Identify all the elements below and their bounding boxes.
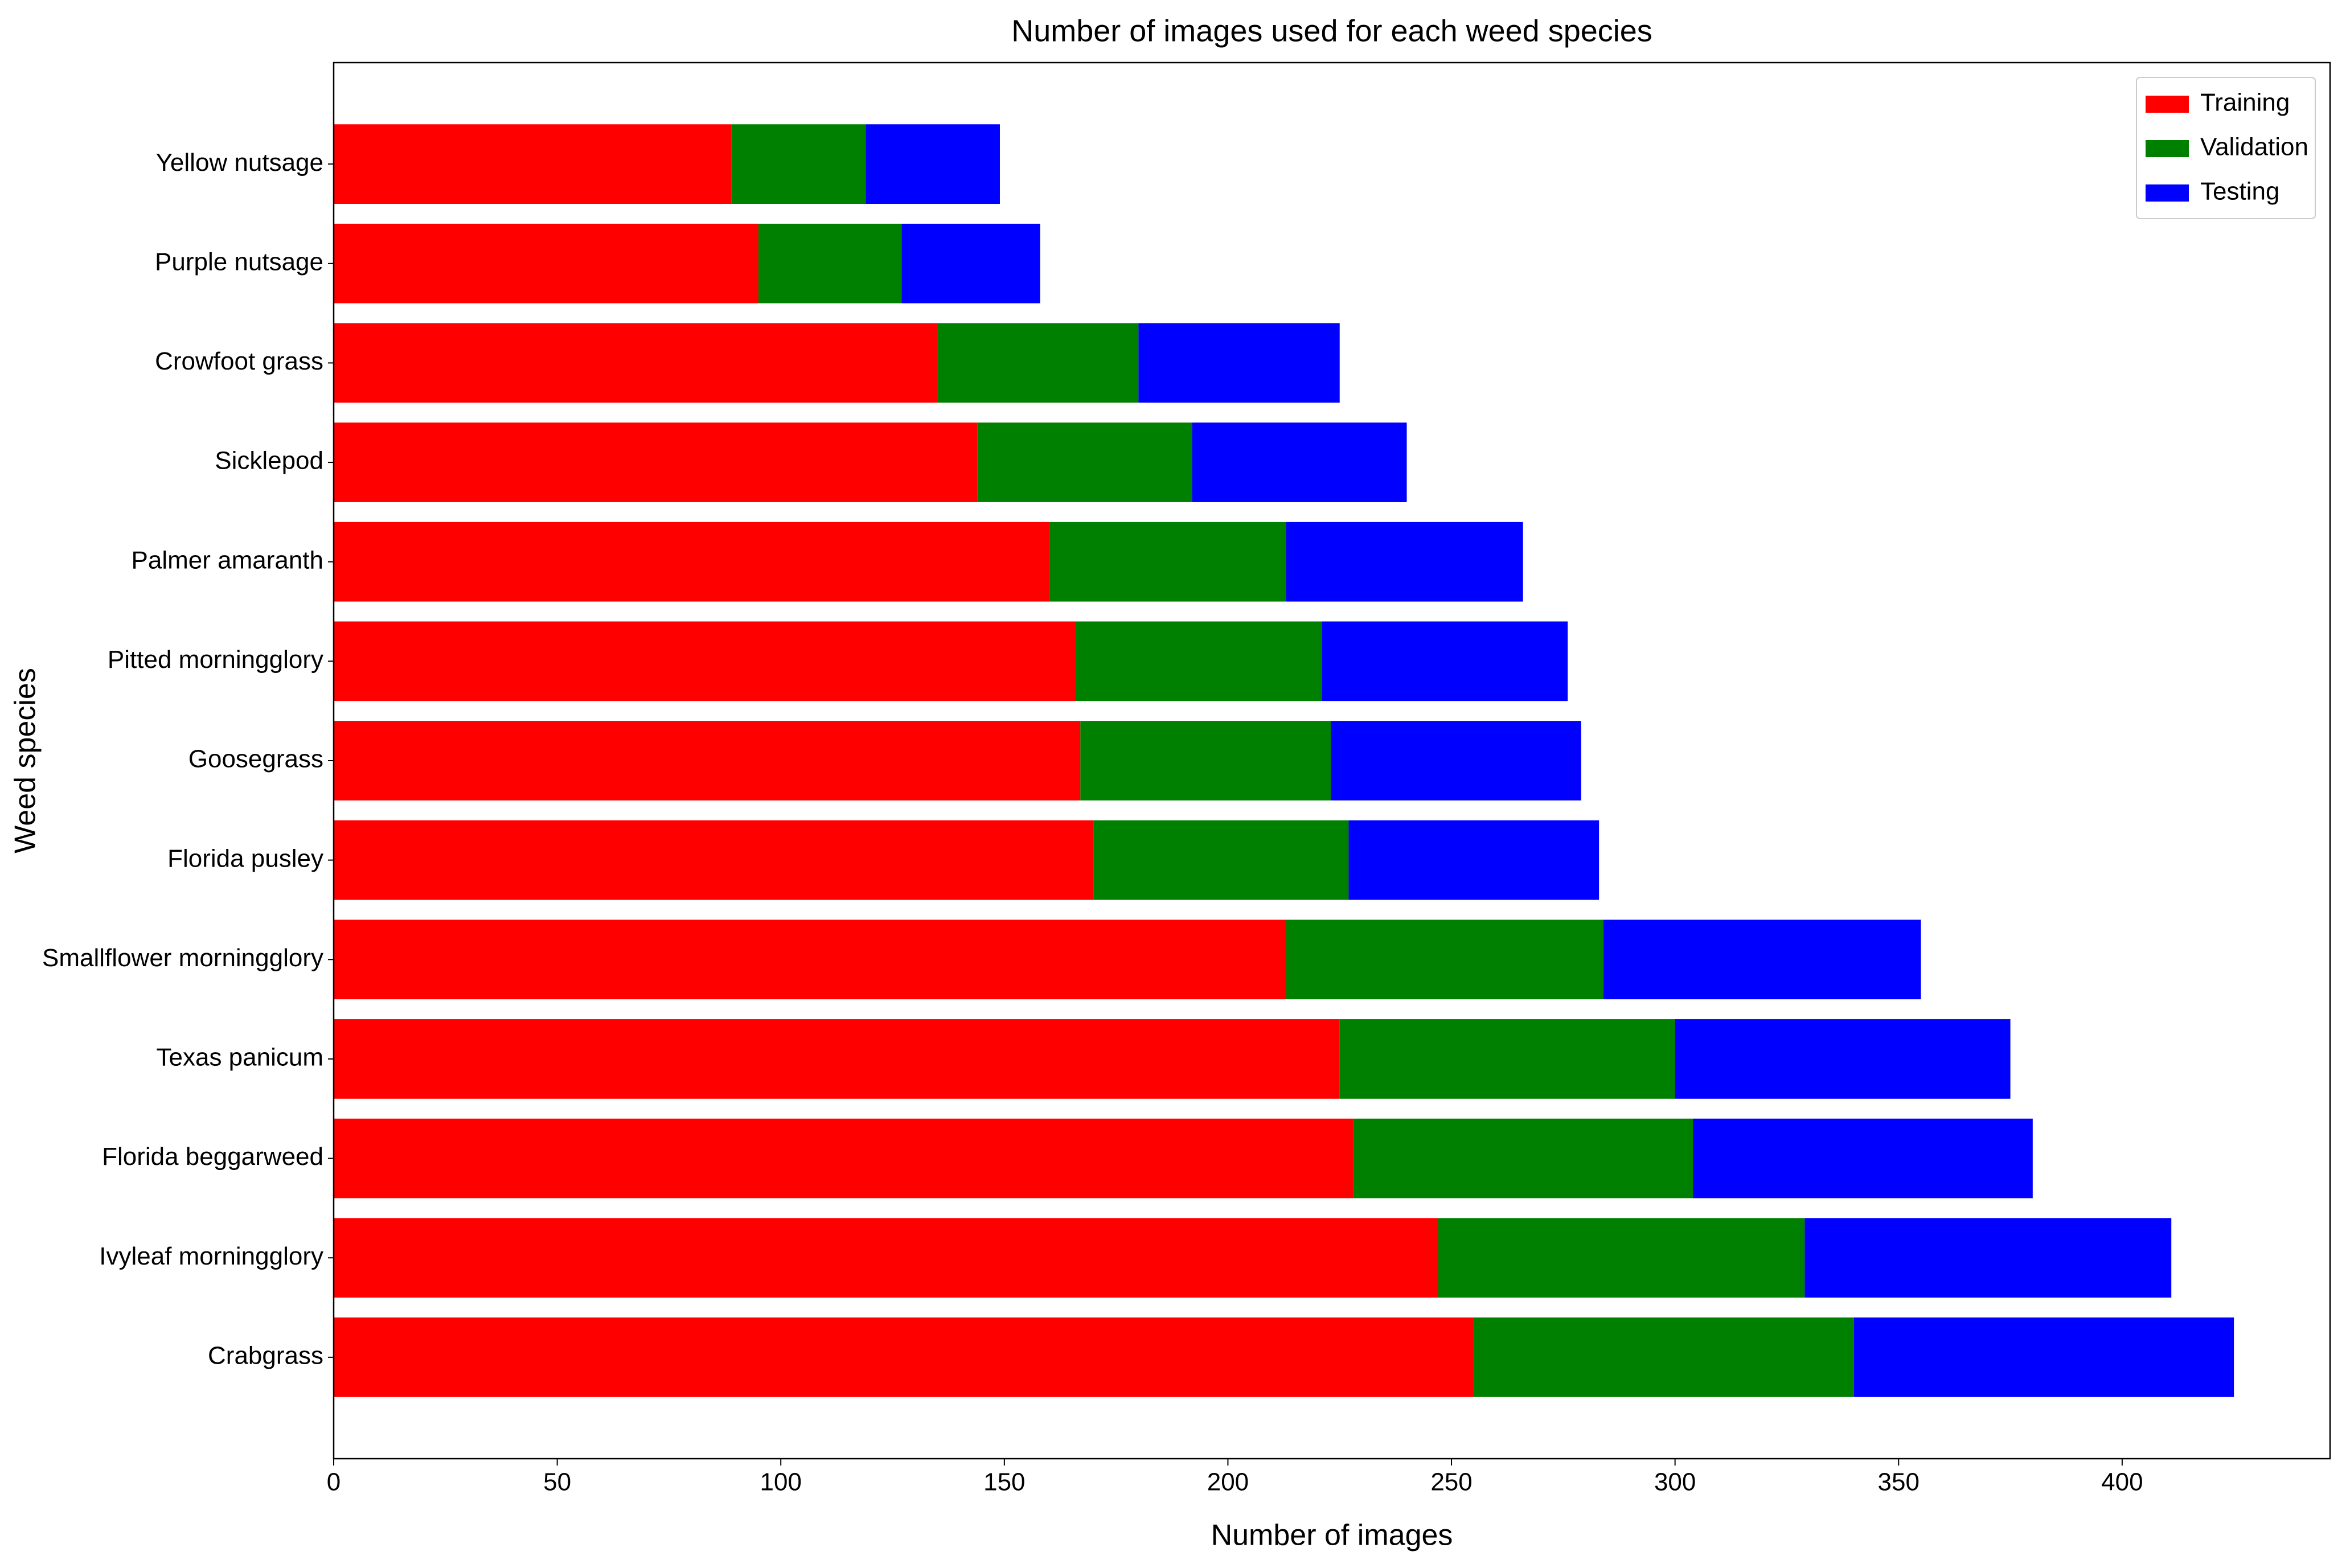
y-tick-label: Texas panicum [157,1044,323,1072]
y-tick-label: Yellow nutsage [156,149,323,176]
bar-segment [1853,1317,2234,1397]
y-tick-label: Goosegrass [188,745,323,773]
legend-label: Training [2200,89,2290,117]
bar-segment [334,820,1094,900]
bar-segment [1353,1118,1693,1198]
bar-segment [1076,621,1322,701]
bar-segment [1322,621,1568,701]
y-tick-label: Palmer amaranth [132,546,323,574]
bar-segment [334,1019,1340,1099]
bar-segment [1138,323,1340,403]
bar-segment [334,721,1081,801]
bar-segment [1603,920,1921,1000]
y-axis-label: Weed species [9,668,42,853]
y-tick-label: Crabgrass [208,1341,323,1369]
y-tick-label: Pitted morningglory [108,646,323,674]
bar-segment [1474,1317,1854,1397]
bar-segment [334,522,1049,602]
bar-segment [758,223,902,303]
bar-segment [1438,1218,1805,1298]
bar-segment [334,920,1286,1000]
bar-segment [1080,721,1331,801]
bar-segment [334,323,938,403]
y-tick-label: Ivyleaf morningglory [99,1242,323,1270]
bar-segment [1286,920,1604,1000]
bar-segment [334,1218,1438,1298]
bar-segment [334,124,732,204]
x-tick-label: 250 [1430,1468,1472,1496]
x-tick-label: 300 [1654,1468,1696,1496]
x-axis-label: Number of images [1211,1519,1453,1552]
x-tick-label: 100 [760,1468,802,1496]
y-tick-label: Florida beggarweed [102,1143,323,1171]
bar-segment [1192,422,1407,502]
bar-segment [901,223,1040,303]
y-tick-label: Crowfoot grass [155,347,323,375]
bar-segment [731,124,866,204]
bar-segment [334,1317,1474,1397]
bar-segment [977,422,1192,502]
bar-segment [1339,1019,1675,1099]
x-tick-label: 50 [543,1468,571,1496]
bar-segment [1049,522,1286,602]
bar-segment [1331,721,1581,801]
x-tick-label: 350 [1878,1468,1920,1496]
y-tick-label: Purple nutsage [155,248,323,276]
legend-swatch [2146,96,2189,113]
bar-segment [334,223,758,303]
legend-swatch [2146,140,2189,157]
legend-swatch [2146,184,2189,202]
bar-segment [1675,1019,2011,1099]
y-tick-label: Sicklepod [215,447,323,475]
bar-segment [334,1118,1354,1198]
bar-segment [1286,522,1523,602]
x-tick-label: 150 [983,1468,1025,1496]
y-tick-label: Florida pusley [167,844,323,872]
bar-segment [1693,1118,2033,1198]
legend-label: Testing [2200,178,2279,206]
bar-segment [866,124,1000,204]
bar-segment [1348,820,1599,900]
bar-segment [334,621,1076,701]
bar-segment [1804,1218,2172,1298]
bar-segment [1093,820,1349,900]
plot-frame [333,61,2331,1460]
chart-title: Number of images used for each weed spec… [1011,14,1652,48]
x-tick-label: 400 [2101,1468,2143,1496]
legend-label: Validation [2200,133,2308,161]
x-tick-label: 200 [1207,1468,1249,1496]
y-tick-label: Smallflower morningglory [42,944,323,972]
x-tick-label: 0 [327,1468,341,1496]
bar-segment [937,323,1139,403]
bar-segment [334,422,978,502]
